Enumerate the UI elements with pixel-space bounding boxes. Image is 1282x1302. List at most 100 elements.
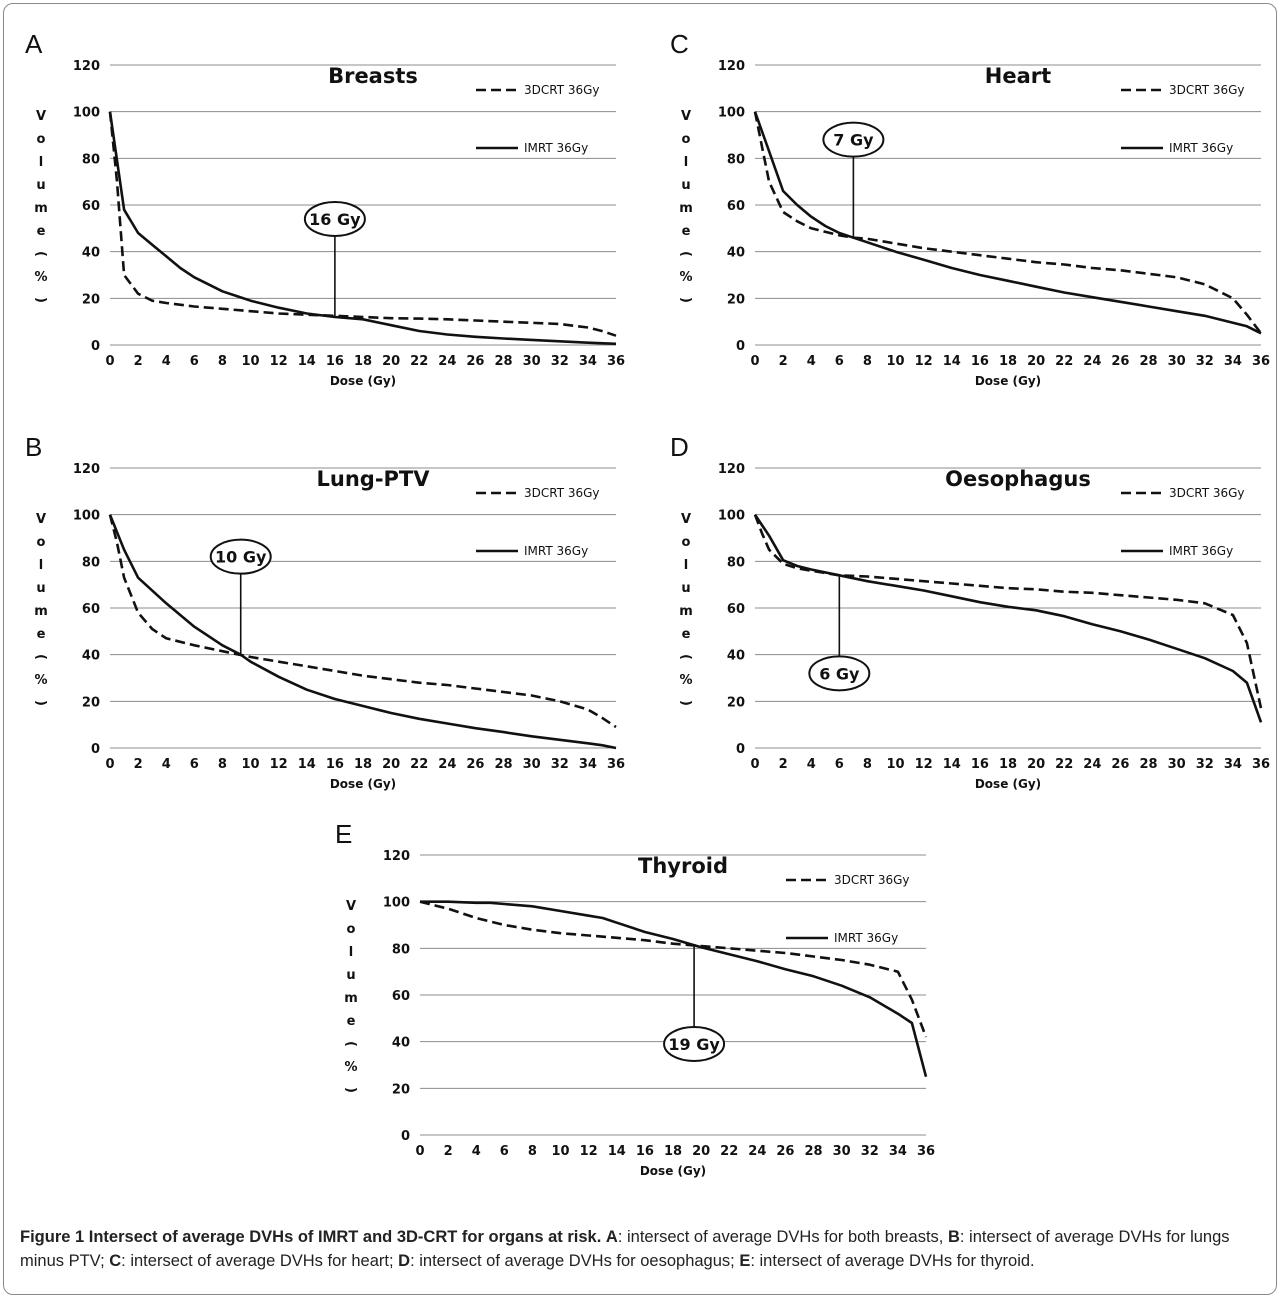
x-tick-label: 18 bbox=[664, 1144, 682, 1159]
x-tick-label: 20 bbox=[1027, 354, 1045, 369]
y-axis-label-char: e bbox=[347, 1014, 356, 1029]
caption-label-e: E bbox=[739, 1252, 751, 1270]
y-axis-label-char: ) bbox=[678, 297, 693, 303]
x-tick-label: 14 bbox=[298, 757, 316, 772]
y-tick-label: 40 bbox=[727, 649, 745, 664]
y-axis-label-char: o bbox=[37, 535, 46, 550]
y-tick-label: 80 bbox=[82, 555, 100, 570]
y-axis-label-char: m bbox=[679, 604, 693, 619]
y-axis-label-char: % bbox=[344, 1060, 357, 1075]
y-tick-label: 120 bbox=[718, 59, 745, 74]
chart-title: Breasts bbox=[328, 64, 418, 88]
x-axis-label: Dose (Gy) bbox=[330, 777, 396, 791]
y-axis-label-char: m bbox=[34, 604, 48, 619]
x-tick-label: 12 bbox=[915, 354, 933, 369]
x-tick-label: 28 bbox=[1140, 757, 1158, 772]
legend-label: IMRT 36Gy bbox=[834, 931, 898, 945]
chart-title: Oesophagus bbox=[945, 467, 1091, 491]
y-tick-label: 80 bbox=[727, 555, 745, 570]
y-tick-label: 20 bbox=[82, 292, 100, 307]
y-axis-label-char: V bbox=[36, 109, 46, 124]
y-axis-label-char: u bbox=[681, 581, 690, 596]
caption-label-a: A bbox=[605, 1228, 618, 1246]
x-tick-label: 6 bbox=[190, 354, 199, 369]
callout-oval bbox=[808, 655, 871, 692]
y-axis-label-char: ( bbox=[343, 1041, 358, 1047]
y-tick-label: 60 bbox=[727, 199, 745, 214]
y-axis-label-char: u bbox=[36, 178, 45, 193]
x-tick-label: 26 bbox=[1111, 354, 1129, 369]
y-axis-label-char: ) bbox=[678, 700, 693, 706]
x-tick-label: 20 bbox=[382, 354, 400, 369]
x-tick-label: 34 bbox=[579, 354, 597, 369]
y-axis-label-char: V bbox=[346, 899, 356, 914]
panel-label: A bbox=[25, 29, 43, 59]
panel-b: B 0 20 40 60 80 100 120 0 2 4 6 8 10 12 14 16 18 20 22 24 26 2… bbox=[20, 428, 625, 798]
x-tick-label: 30 bbox=[833, 1144, 851, 1159]
x-tick-label: 14 bbox=[608, 1144, 626, 1159]
panel-c: C 0 20 40 60 80 100 120 0 2 4 6 8 10 12 14 16 18 20 22 24 26 2… bbox=[665, 25, 1270, 395]
series-line-3dcrt-36gy-dashed bbox=[753, 514, 1263, 709]
callout-oval bbox=[209, 538, 272, 575]
x-tick-label: 18 bbox=[999, 757, 1017, 772]
caption-label-b: B bbox=[947, 1228, 960, 1246]
x-tick-label: 14 bbox=[943, 354, 961, 369]
x-tick-label: 4 bbox=[162, 757, 171, 772]
x-tick-label: 34 bbox=[1224, 354, 1242, 369]
y-axis-label-char: l bbox=[39, 155, 43, 170]
y-tick-label: 40 bbox=[392, 1036, 410, 1051]
x-tick-label: 16 bbox=[971, 757, 989, 772]
x-tick-label: 34 bbox=[889, 1144, 907, 1159]
x-tick-label: 10 bbox=[552, 1144, 570, 1159]
x-tick-label: 26 bbox=[466, 757, 484, 772]
y-axis-label-char: ) bbox=[33, 700, 48, 706]
x-axis-label: Dose (Gy) bbox=[975, 374, 1041, 388]
y-axis-label-char: o bbox=[37, 132, 46, 147]
x-tick-label: 36 bbox=[607, 354, 625, 369]
x-tick-label: 8 bbox=[863, 354, 872, 369]
x-tick-label: 34 bbox=[579, 757, 597, 772]
y-tick-label: 120 bbox=[73, 59, 100, 74]
x-tick-label: 12 bbox=[270, 354, 288, 369]
y-axis-label-char: V bbox=[36, 512, 46, 527]
caption-lead: Figure 1 Intersect of average DVHs of IM… bbox=[20, 1228, 602, 1246]
y-tick-label: 80 bbox=[727, 152, 745, 167]
x-tick-label: 18 bbox=[999, 354, 1017, 369]
x-tick-label: 32 bbox=[861, 1144, 879, 1159]
caption-text-c: : intersect of average DVHs for heart; bbox=[121, 1252, 399, 1270]
x-tick-label: 16 bbox=[326, 354, 344, 369]
x-tick-label: 16 bbox=[326, 757, 344, 772]
panel-e: E 0 20 40 60 80 100 120 0 2 4 6 8 10 12 14 16 18 20 22 24 26 2… bbox=[330, 815, 935, 1185]
x-tick-label: 28 bbox=[1140, 354, 1158, 369]
y-tick-label: 60 bbox=[82, 602, 100, 617]
y-tick-label: 100 bbox=[718, 106, 745, 121]
callout-oval bbox=[303, 201, 366, 237]
y-tick-label: 60 bbox=[727, 602, 745, 617]
y-tick-label: 20 bbox=[727, 695, 745, 710]
x-tick-label: 36 bbox=[917, 1144, 935, 1159]
legend-label: 3DCRT 36Gy bbox=[524, 83, 600, 97]
series-line-3dcrt-36gy-dashed bbox=[419, 900, 928, 1038]
y-tick-label: 40 bbox=[82, 649, 100, 664]
x-tick-label: 26 bbox=[776, 1144, 794, 1159]
x-tick-label: 20 bbox=[382, 757, 400, 772]
series-line-3dcrt-36gy-dashed bbox=[753, 111, 1263, 335]
y-tick-label: 0 bbox=[401, 1129, 410, 1144]
chart-title: Thyroid bbox=[638, 854, 728, 878]
x-tick-label: 36 bbox=[607, 757, 625, 772]
x-tick-label: 10 bbox=[242, 757, 260, 772]
y-axis-label-char: m bbox=[34, 201, 48, 216]
x-tick-label: 2 bbox=[779, 757, 788, 772]
y-axis-label-char: e bbox=[37, 224, 46, 239]
x-tick-label: 8 bbox=[528, 1144, 537, 1159]
y-axis-label-char: u bbox=[346, 968, 355, 983]
series-line-3dcrt-36gy-dashed bbox=[108, 111, 617, 337]
x-tick-label: 12 bbox=[915, 757, 933, 772]
series-line-imrt-36gy-solid bbox=[420, 900, 928, 1078]
x-tick-label: 28 bbox=[805, 1144, 823, 1159]
x-tick-label: 34 bbox=[1224, 757, 1242, 772]
y-axis-label-char: e bbox=[682, 224, 691, 239]
y-tick-label: 100 bbox=[73, 106, 100, 121]
